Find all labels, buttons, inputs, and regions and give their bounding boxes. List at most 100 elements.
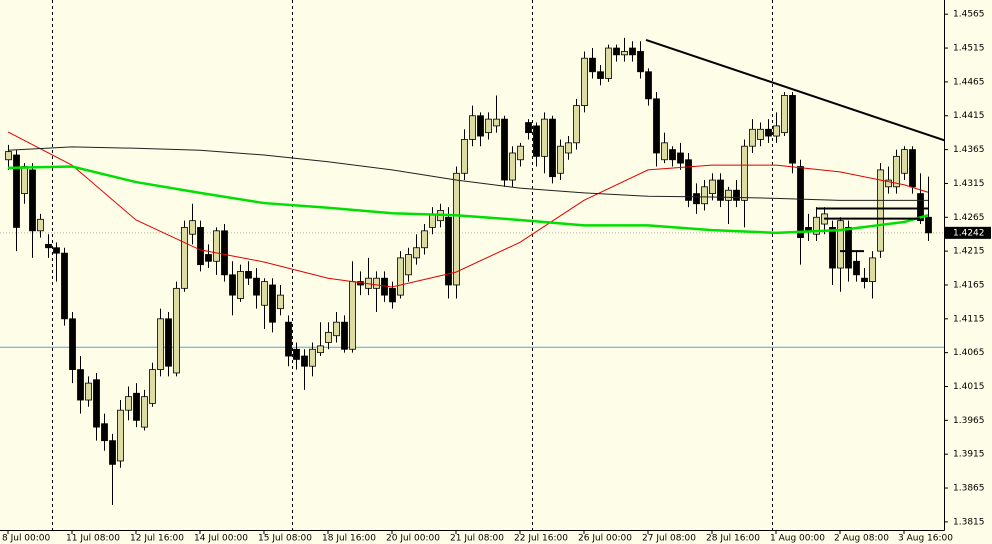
candle-body <box>861 277 868 282</box>
candle-body <box>477 115 484 137</box>
candle-body <box>445 216 452 286</box>
candle-body <box>453 172 460 286</box>
current-price-box <box>945 226 991 239</box>
candle-body <box>389 287 396 303</box>
candle-body <box>229 274 236 296</box>
x-tick-label: 27 Jul 08:00 <box>642 534 696 544</box>
candle-body <box>893 155 900 188</box>
candle-body <box>373 277 380 289</box>
y-tick-label: 1.4215 <box>953 247 985 257</box>
candle-body <box>165 318 172 367</box>
y-tick-label: 1.3915 <box>953 450 985 460</box>
trendline <box>645 38 944 142</box>
y-tick-label: 1.4115 <box>953 314 985 324</box>
candle-body <box>333 321 340 337</box>
candle-body <box>421 230 428 249</box>
x-tick-label: 14 Jul 00:00 <box>194 534 248 544</box>
x-tick-label: 21 Jul 08:00 <box>450 534 504 544</box>
candle-body <box>277 294 284 310</box>
x-tick-label: 15 Jul 08:00 <box>258 534 312 544</box>
candle-body <box>45 243 52 249</box>
candle-body <box>253 277 260 296</box>
candle-body <box>269 284 276 323</box>
candle-body <box>709 179 716 194</box>
y-tick-label: 1.3815 <box>953 517 985 527</box>
candle-body <box>405 254 412 276</box>
candle-body <box>813 216 820 235</box>
candle-body <box>901 149 908 174</box>
candle-body <box>133 392 140 421</box>
candle-body <box>157 318 164 370</box>
candle-body <box>349 281 356 350</box>
candle-body <box>661 142 668 161</box>
candle-body <box>181 227 188 289</box>
candle-body <box>637 51 644 73</box>
candle-body <box>141 396 148 428</box>
x-tick-label: 3 Aug 16:00 <box>898 534 953 544</box>
moving-average <box>7 131 929 288</box>
candle-body <box>125 396 132 411</box>
candle-body <box>629 47 636 56</box>
candle-body <box>61 252 68 320</box>
candle-body <box>37 218 44 232</box>
candle-body <box>797 166 804 238</box>
separators <box>52 0 773 530</box>
candle-body <box>205 254 212 262</box>
candle-body <box>29 169 36 232</box>
candle-body <box>925 216 932 234</box>
candle-body <box>517 145 524 161</box>
candle-body <box>589 57 596 73</box>
candle-body <box>173 287 180 374</box>
candle-body <box>573 105 580 144</box>
x-tick-label: 22 Jul 16:00 <box>514 534 568 544</box>
candle-body <box>509 152 516 181</box>
x-tick-label: 18 Jul 16:00 <box>322 534 376 544</box>
y-tick-label: 1.4365 <box>953 145 985 155</box>
y-tick-label: 1.4465 <box>953 77 985 87</box>
candle-body <box>605 47 612 79</box>
candle-body <box>85 382 92 401</box>
candle-body <box>621 51 628 56</box>
candle-body <box>869 257 876 282</box>
candle-body <box>429 213 436 228</box>
candle-body <box>789 95 796 164</box>
candle-body <box>733 189 740 201</box>
x-tick-label: 12 Jul 16:00 <box>130 534 184 544</box>
candle-body <box>109 440 116 465</box>
candle-body <box>781 95 788 134</box>
candle-body <box>581 57 588 106</box>
candle-body <box>653 98 660 154</box>
candle-body <box>341 321 348 350</box>
candle-body <box>101 423 108 442</box>
candle-body <box>525 122 532 134</box>
candle-body <box>685 159 692 201</box>
candle-body <box>501 118 508 181</box>
candle-body <box>765 128 772 137</box>
candle-body <box>53 247 60 254</box>
candle-body <box>837 220 844 269</box>
candle-body <box>909 149 916 188</box>
candle-body <box>293 348 300 360</box>
candle-body <box>885 179 892 188</box>
candle-body <box>645 71 652 100</box>
candle-body <box>693 193 700 205</box>
y-tick-label: 1.4165 <box>953 280 985 290</box>
x-tick-label: 2 Aug 08:00 <box>834 534 889 544</box>
candle-body <box>301 355 308 367</box>
candle-body <box>237 271 244 299</box>
candle-body <box>773 125 780 137</box>
y-tick-label: 1.4315 <box>953 179 985 189</box>
candle-body <box>677 152 684 164</box>
axes: 1.4565 1.4515 1.4465 1.4415 1.4365 1.4315 1.42… <box>2 10 991 544</box>
candle-body <box>197 227 204 266</box>
candle-body <box>5 151 12 161</box>
candle-body <box>309 348 316 367</box>
x-tick-label: 11 Jul 08:00 <box>66 534 120 544</box>
moving-average <box>7 165 929 235</box>
candle-body <box>541 118 548 157</box>
candle-body <box>69 318 76 370</box>
candle-body <box>669 149 676 161</box>
y-tick-label: 1.4265 <box>953 213 985 223</box>
candle-body <box>213 230 220 262</box>
